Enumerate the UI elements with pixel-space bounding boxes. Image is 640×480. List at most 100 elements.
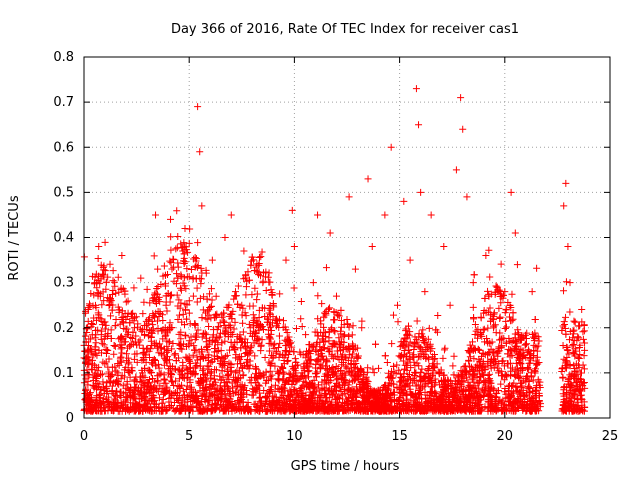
data-point [163,357,171,365]
data-point [129,391,137,399]
data-point [336,394,344,402]
data-point [103,385,111,393]
data-point [504,350,512,358]
data-point [278,402,286,410]
data-point [163,406,171,414]
data-point [200,405,208,413]
data-point [180,250,188,258]
data-point [357,366,365,374]
data-point [182,386,190,394]
data-point [393,361,401,369]
data-point [146,299,154,307]
data-point [194,326,202,334]
data-point [485,383,493,391]
data-point [295,399,303,407]
data-point [497,367,505,375]
data-point [366,401,374,409]
data-point [125,407,133,415]
data-point [176,304,184,312]
data-point [314,404,322,412]
data-point [379,383,387,391]
data-point [485,370,493,378]
data-point [143,383,151,391]
data-point [211,311,219,319]
data-point [523,407,531,415]
data-point [105,301,113,309]
data-point [415,352,423,360]
data-point [509,407,517,415]
data-point [449,403,457,411]
data-point [481,294,489,302]
data-point [240,406,248,414]
data-point [333,386,341,394]
data-point [424,401,432,409]
data-point [183,301,191,309]
data-point [520,351,528,359]
data-point [287,339,295,347]
data-point [106,260,114,268]
data-point [504,393,512,401]
data-point [388,374,396,382]
data-point [351,393,359,401]
data-point [176,341,184,349]
data-point [461,407,469,415]
data-point [88,331,96,339]
data-point [480,378,488,386]
data-point [515,355,523,363]
data-point [336,338,344,346]
data-point [174,259,182,267]
data-point [367,387,375,395]
data-point [332,395,340,403]
data-point [127,333,135,341]
data-point [166,298,174,306]
data-point [312,373,320,381]
data-point [420,350,428,358]
data-point [294,389,302,397]
data-point [122,363,130,371]
data-point [402,401,410,409]
data-point [226,321,234,329]
data-point [320,313,328,321]
data-point [110,350,118,358]
data-point [580,321,588,329]
data-point [337,387,345,395]
data-point [411,361,419,369]
data-point [432,404,440,412]
data-point [279,375,287,383]
data-point [166,257,174,265]
data-point [274,344,282,352]
data-point [150,252,158,260]
data-point [248,253,256,261]
data-point [129,328,137,336]
data-point [571,318,579,326]
data-point [102,346,110,354]
data-point [334,353,342,361]
data-point [169,339,177,347]
data-point [286,391,294,399]
data-point [161,271,169,279]
data-point [293,374,301,382]
data-point [302,331,310,339]
data-point [187,404,195,412]
data-point [407,396,415,404]
data-point [369,365,377,373]
data-point [281,323,289,331]
data-point [312,388,320,396]
data-point [339,391,347,399]
data-point [509,309,517,317]
data-point [502,339,510,347]
data-point [461,397,469,405]
data-point [200,293,208,301]
data-point [102,350,110,358]
data-point [356,386,364,394]
data-point [341,369,349,377]
data-point [231,292,239,300]
data-point [469,366,477,374]
data-point [492,288,500,296]
data-point [252,379,260,387]
data-point [100,341,108,349]
data-point [133,341,141,349]
data-point [349,322,357,330]
data-point [147,404,155,412]
data-point [196,406,204,414]
